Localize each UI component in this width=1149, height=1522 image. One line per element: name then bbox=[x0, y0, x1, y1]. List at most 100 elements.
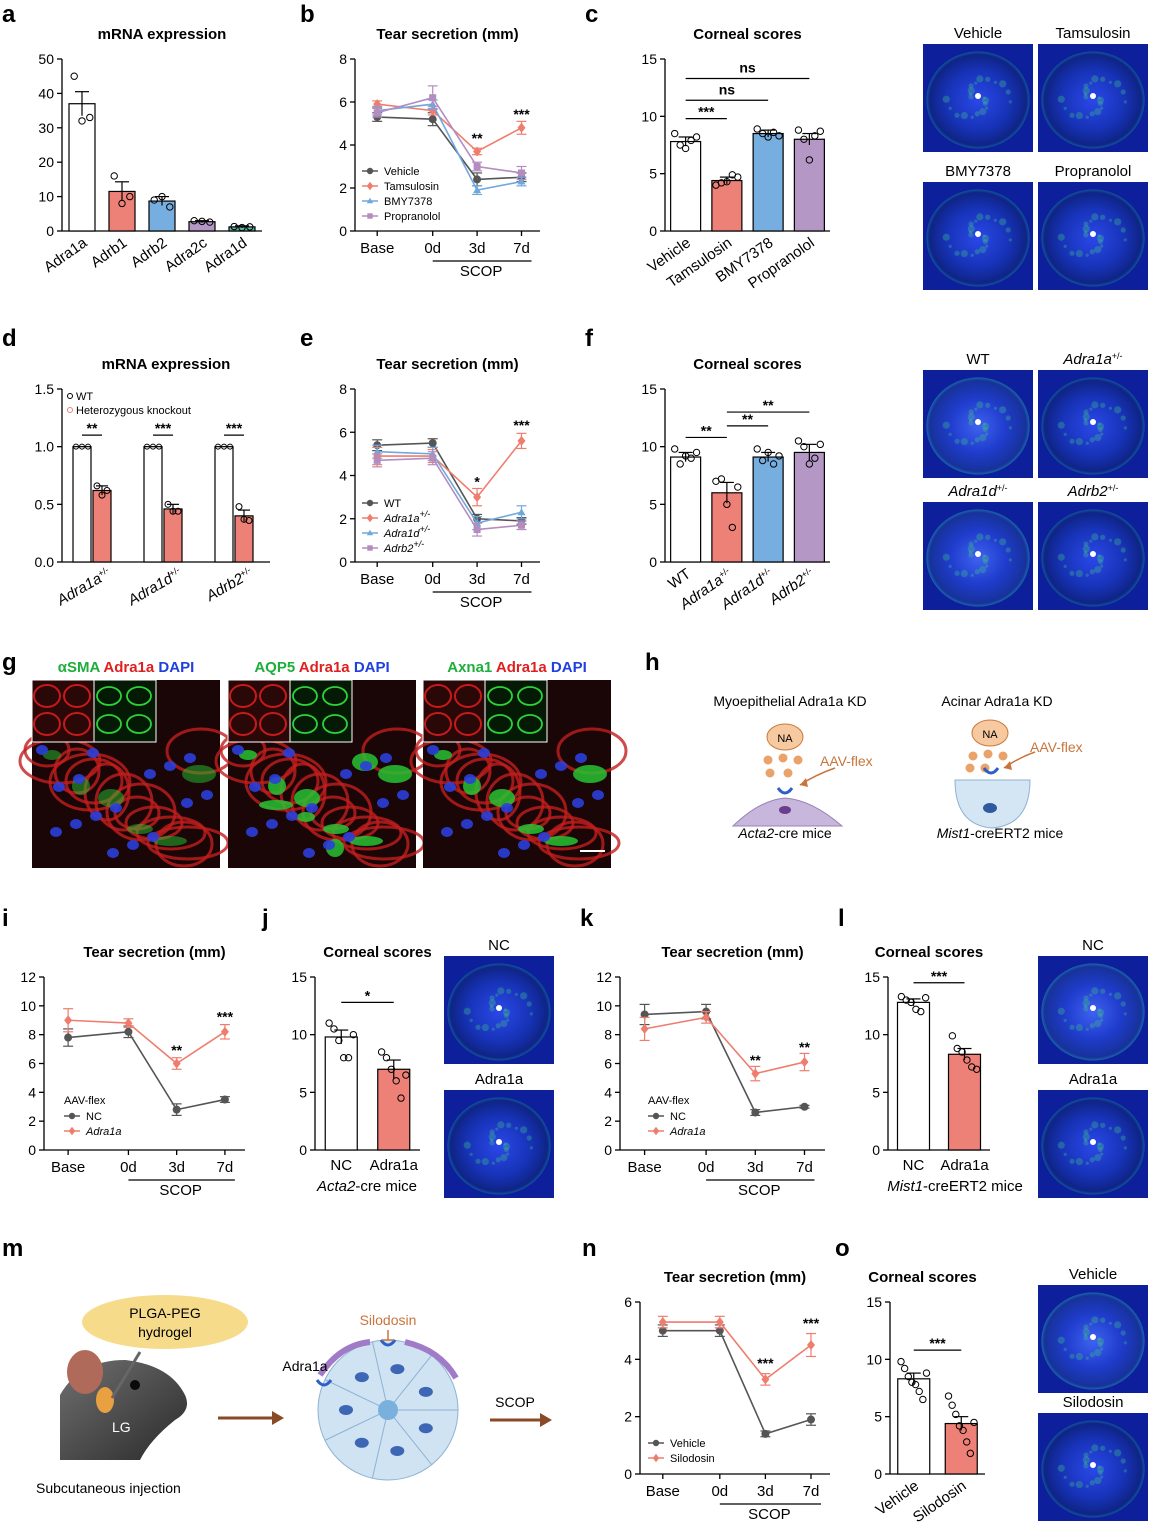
y-tick-label: 0 bbox=[872, 1142, 880, 1158]
marker bbox=[367, 213, 373, 219]
receptor-icon bbox=[379, 1339, 397, 1347]
image-label: Adra1a bbox=[1069, 1071, 1118, 1088]
stain-speck bbox=[1083, 83, 1089, 89]
marker bbox=[428, 115, 437, 124]
stain-speck bbox=[497, 1121, 505, 1129]
marker bbox=[172, 1058, 181, 1069]
data-point bbox=[902, 996, 910, 1004]
y-tick-label: 10 bbox=[596, 998, 612, 1014]
stain-speck bbox=[979, 434, 987, 442]
stain-speck bbox=[982, 96, 986, 100]
data-point bbox=[948, 1032, 957, 1040]
stain-speck bbox=[502, 1008, 511, 1017]
stain-speck bbox=[968, 409, 974, 415]
eye-image: Vehicle bbox=[923, 25, 1033, 152]
stain-speck bbox=[1097, 1142, 1101, 1146]
image-label: Tamsulosin bbox=[1055, 25, 1130, 42]
chart-f: Corneal scores051015WTAdra1a+/-Adra1d+/-… bbox=[641, 356, 830, 614]
stain-speck bbox=[974, 249, 980, 255]
bar bbox=[68, 103, 96, 232]
nucleus bbox=[478, 748, 490, 758]
x-tick-label: Adra2c bbox=[162, 234, 211, 275]
stain-speck bbox=[1083, 1324, 1089, 1330]
stain-speck bbox=[968, 550, 972, 554]
marker bbox=[702, 1012, 711, 1023]
inset-membrane bbox=[33, 684, 61, 708]
stain-speck bbox=[1057, 95, 1065, 103]
y-tick-label: 0 bbox=[649, 554, 657, 570]
data-point bbox=[734, 173, 742, 181]
stain-name: Axna1 bbox=[447, 659, 492, 676]
cell-nucleus bbox=[354, 1372, 369, 1383]
eye-image: Adra1a bbox=[1038, 1071, 1148, 1198]
stain-speck bbox=[1083, 92, 1087, 96]
chart-c: Corneal scores051015VehicleTamsulosinBMY… bbox=[641, 26, 830, 292]
y-tick-label: 0.0 bbox=[35, 554, 55, 570]
marker bbox=[751, 1068, 760, 1079]
stain-speck bbox=[1075, 1480, 1083, 1489]
green-stain bbox=[573, 765, 607, 783]
data-point bbox=[198, 217, 206, 226]
chart-i: Tear secretion (mm) 0 2 4 6 8 10 12 Base 0d 3d 7d SC… bbox=[20, 944, 245, 1199]
stain-speck bbox=[968, 232, 974, 238]
stain-speck bbox=[1089, 1352, 1095, 1358]
cornea bbox=[1041, 1420, 1145, 1518]
receptor-icon bbox=[776, 787, 794, 795]
stain-speck bbox=[1089, 249, 1095, 255]
stain-speck bbox=[1094, 566, 1102, 574]
stain-speck bbox=[1096, 234, 1105, 243]
data-point bbox=[753, 445, 761, 453]
y-tick-label: 0 bbox=[339, 554, 347, 570]
stain-speck bbox=[1005, 89, 1011, 95]
green-stain bbox=[544, 836, 578, 846]
label-text: Adra1d bbox=[124, 570, 176, 610]
stain-speck bbox=[982, 422, 986, 426]
data-point bbox=[227, 443, 233, 450]
stain-speck bbox=[1096, 96, 1105, 105]
data-point bbox=[963, 1438, 971, 1446]
stain-speck bbox=[495, 1023, 501, 1029]
stain-speck bbox=[985, 564, 989, 568]
marker bbox=[429, 454, 437, 462]
marker bbox=[518, 521, 525, 529]
stain-speck bbox=[1096, 1008, 1105, 1017]
legend-label: NC bbox=[670, 1111, 686, 1123]
cornea bbox=[926, 509, 1030, 607]
stain-speck bbox=[970, 573, 974, 577]
data-point bbox=[245, 516, 253, 524]
stain-speck bbox=[985, 432, 989, 436]
x-tick-label: Adrb1 bbox=[88, 234, 131, 271]
eye-image: NC bbox=[444, 937, 554, 1064]
nucleus bbox=[360, 761, 372, 771]
stain-speck bbox=[1094, 108, 1102, 116]
stain-speck bbox=[1100, 534, 1106, 540]
y-tick-label: 8 bbox=[604, 1027, 612, 1043]
stain-speck bbox=[481, 1157, 489, 1166]
mice-label-right: Mist1-creERT2 mice bbox=[937, 825, 1064, 841]
significance-label: *** bbox=[513, 417, 530, 433]
stain-speck bbox=[948, 564, 952, 568]
schematic-m: PLGA-PEG hydrogel LG Subcutaneous injection… bbox=[36, 1295, 552, 1496]
mouse-ear bbox=[67, 1350, 103, 1394]
image-label: BMY7378 bbox=[945, 163, 1011, 180]
panel-letter-c: c bbox=[585, 1, 598, 28]
stain-speck bbox=[1097, 96, 1101, 100]
stain-speck bbox=[1057, 233, 1065, 241]
nucleus bbox=[427, 745, 439, 755]
inset-green-stain bbox=[517, 714, 543, 734]
stain-speck bbox=[1108, 1126, 1113, 1130]
nucleus bbox=[461, 819, 473, 829]
data-point bbox=[70, 72, 78, 80]
stain-speck bbox=[1123, 1469, 1127, 1473]
label-superscript: +/- bbox=[238, 565, 252, 579]
stain-speck bbox=[1120, 1001, 1126, 1007]
marker bbox=[640, 1023, 649, 1034]
y-tick-label: 0 bbox=[624, 1466, 632, 1482]
image-label: NC bbox=[1082, 937, 1104, 954]
nucleus bbox=[340, 769, 352, 779]
mice-suffix: -creERT2 mice bbox=[923, 1178, 1023, 1195]
stain-speck bbox=[1063, 244, 1067, 248]
data-point bbox=[692, 133, 701, 141]
inset-membrane bbox=[454, 712, 482, 736]
stain-speck bbox=[1100, 402, 1106, 408]
